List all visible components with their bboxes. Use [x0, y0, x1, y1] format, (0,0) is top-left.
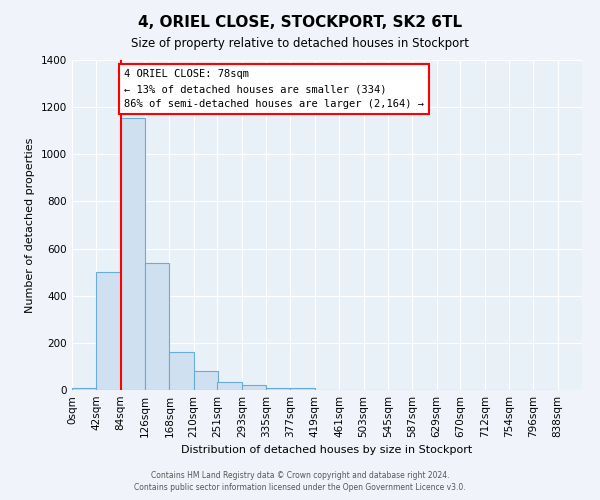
- X-axis label: Distribution of detached houses by size in Stockport: Distribution of detached houses by size …: [181, 446, 473, 456]
- Text: 4 ORIEL CLOSE: 78sqm
← 13% of detached houses are smaller (334)
86% of semi-deta: 4 ORIEL CLOSE: 78sqm ← 13% of detached h…: [124, 70, 424, 109]
- Bar: [242, 386, 266, 390]
- Bar: [169, 352, 194, 390]
- Bar: [97, 272, 121, 390]
- Text: Contains HM Land Registry data © Crown copyright and database right 2024.
Contai: Contains HM Land Registry data © Crown c…: [134, 471, 466, 492]
- Bar: [194, 370, 218, 390]
- Bar: [72, 388, 97, 390]
- Bar: [266, 388, 290, 390]
- Bar: [290, 388, 315, 390]
- Bar: [121, 118, 145, 390]
- Text: Size of property relative to detached houses in Stockport: Size of property relative to detached ho…: [131, 38, 469, 51]
- Text: 4, ORIEL CLOSE, STOCKPORT, SK2 6TL: 4, ORIEL CLOSE, STOCKPORT, SK2 6TL: [138, 15, 462, 30]
- Y-axis label: Number of detached properties: Number of detached properties: [25, 138, 35, 312]
- Bar: [145, 262, 169, 390]
- Bar: [217, 382, 242, 390]
